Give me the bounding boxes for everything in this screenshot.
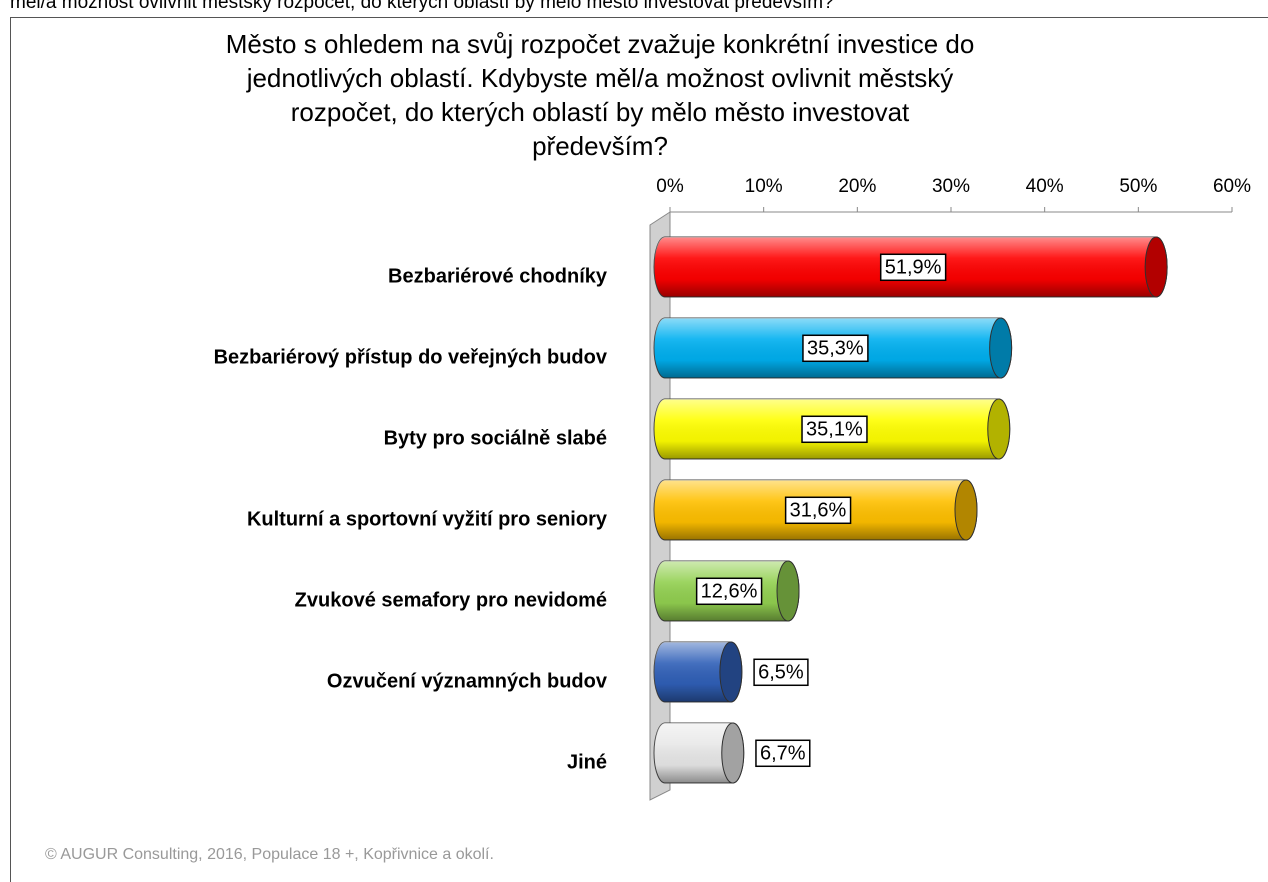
bar-shade [654, 723, 744, 783]
y-tick-label: Bezbariérové chodníky [388, 265, 608, 287]
bar-end [721, 722, 745, 784]
data-label-box [784, 496, 852, 525]
bar-end [776, 560, 800, 622]
x-tick-label: 10% [745, 176, 783, 197]
x-tick-label: 20% [838, 176, 876, 197]
page-caption: měl/a možnost ovlivnit městský rozpočet,… [10, 0, 834, 13]
bar-end [1144, 236, 1168, 298]
y-tick-label: Bezbariérový přístup do veřejných budov [214, 346, 608, 368]
x-tick-label: 60% [1213, 176, 1251, 197]
x-tick-label: 40% [1026, 176, 1064, 197]
x-tick-label: 30% [932, 176, 970, 197]
y-tick-label: Ozvučení významných budov [327, 670, 608, 692]
data-label: 51,9% [885, 256, 942, 278]
data-label: 31,6% [790, 499, 847, 521]
source: © AUGUR Consulting, 2016, Populace 18 +,… [45, 846, 494, 863]
bar-end [719, 641, 743, 703]
x-tick-label: 50% [1119, 176, 1157, 197]
chart-title: jednotlivých oblastí. Kdybyste měl/a mož… [246, 63, 954, 93]
y-tick-label: Zvukové semafory pro nevidomé [295, 589, 607, 611]
bar-end [989, 317, 1013, 379]
data-label-box [753, 658, 809, 687]
bar-end [954, 479, 978, 541]
data-label-box [695, 577, 763, 606]
data-label-box [755, 739, 811, 768]
data-label-box [879, 253, 947, 282]
data-label: 6,7% [760, 742, 806, 764]
data-label: 35,1% [806, 418, 863, 440]
chart-frame [10, 17, 1268, 882]
data-label-box [801, 415, 868, 444]
y-tick-label: Jiné [567, 751, 607, 773]
chart-title: především? [532, 131, 668, 161]
data-label: 12,6% [701, 580, 758, 602]
chart-title: Město s ohledem na svůj rozpočet zvažuje… [226, 29, 975, 59]
data-label: 35,3% [807, 337, 864, 359]
x-tick-label: 0% [656, 176, 684, 197]
y-tick-label: Kulturní a sportovní vyžití pro seniory [247, 508, 608, 530]
data-label: 6,5% [758, 661, 804, 683]
y-tick-label: Byty pro sociálně slabé [384, 427, 607, 449]
chart-title: rozpočet, do kterých oblastí by mělo měs… [291, 97, 910, 127]
bar-shade [654, 642, 742, 702]
bar-end [987, 398, 1011, 460]
data-label-box [802, 334, 869, 363]
